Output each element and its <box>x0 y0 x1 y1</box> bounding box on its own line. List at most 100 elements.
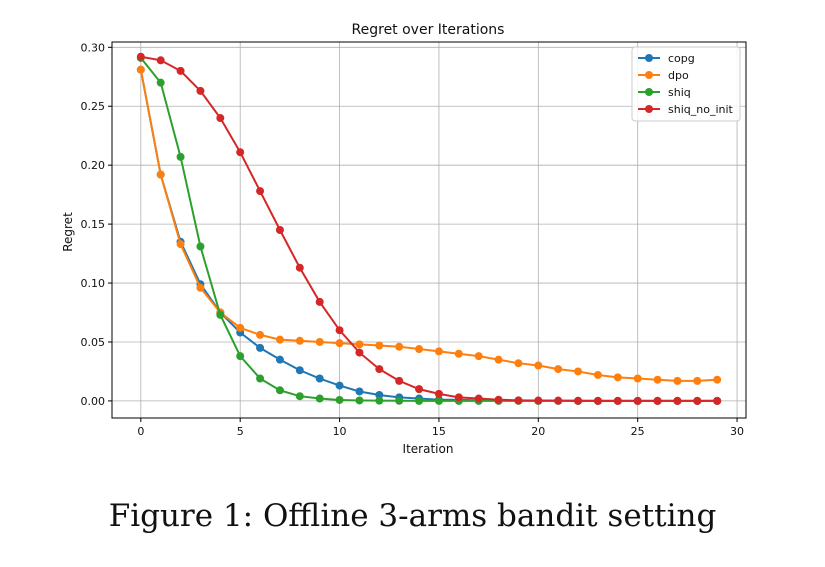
data-point-shiq <box>355 396 364 405</box>
data-point-shiq_no_init <box>295 263 304 272</box>
data-point-dpo <box>673 376 682 385</box>
data-point-shiq <box>375 396 384 405</box>
x-tick-label: 20 <box>531 425 545 438</box>
y-tick-label: 0.05 <box>81 336 106 349</box>
x-tick-label: 0 <box>137 425 144 438</box>
x-tick-label: 15 <box>432 425 446 438</box>
legend-label-shiq_no_init: shiq_no_init <box>668 103 734 116</box>
data-point-dpo <box>136 65 145 74</box>
series-layer <box>136 52 722 405</box>
legend-marker-shiq <box>645 88 653 96</box>
data-point-shiq_no_init <box>454 393 463 402</box>
data-point-dpo <box>693 376 702 385</box>
data-point-shiq_no_init <box>713 396 722 405</box>
data-point-shiq_no_init <box>315 297 324 306</box>
data-point-shiq_no_init <box>176 66 185 75</box>
data-point-shiq <box>295 392 304 401</box>
data-point-shiq_no_init <box>434 389 443 398</box>
legend-label-shiq: shiq <box>668 86 691 99</box>
data-point-shiq_no_init <box>236 148 245 157</box>
data-point-dpo <box>713 375 722 384</box>
y-tick-label: 0.00 <box>81 395 106 408</box>
legend-label-dpo: dpo <box>668 69 689 82</box>
data-point-copg <box>295 366 304 375</box>
data-point-shiq <box>434 396 443 405</box>
data-point-dpo <box>613 373 622 382</box>
data-point-copg <box>315 374 324 383</box>
plot-area <box>111 41 747 419</box>
data-point-shiq_no_init <box>593 396 602 405</box>
data-point-shiq_no_init <box>415 385 424 394</box>
y-tick-label: 0.15 <box>81 218 106 231</box>
data-point-shiq_no_init <box>196 86 205 95</box>
data-point-shiq <box>196 242 205 251</box>
data-point-dpo <box>256 330 265 339</box>
data-point-shiq <box>216 310 225 319</box>
x-axis-label: Iteration <box>403 442 454 456</box>
legend: copg dpo shiq shiq_no_init <box>631 46 741 122</box>
data-point-dpo <box>295 336 304 345</box>
chart: Regret over Iterations 0 5 10 15 20 25 300.000… <box>61 22 747 456</box>
data-point-shiq_no_init <box>335 326 344 335</box>
data-point-shiq_no_init <box>156 56 165 65</box>
data-point-shiq <box>315 394 324 403</box>
data-point-dpo <box>574 367 583 376</box>
x-tick-label: 10 <box>333 425 347 438</box>
data-point-dpo <box>514 359 523 368</box>
data-point-dpo <box>554 365 563 374</box>
data-point-dpo <box>335 339 344 348</box>
y-axis-label: Regret <box>61 212 75 252</box>
legend-marker-copg <box>645 54 653 62</box>
figure-caption: Figure 1: Offline 3-arms bandit setting <box>108 498 717 534</box>
data-point-dpo <box>593 370 602 379</box>
data-point-shiq_no_init <box>633 396 642 405</box>
data-point-copg <box>275 355 284 364</box>
data-point-shiq <box>236 352 245 361</box>
data-point-shiq <box>256 374 265 383</box>
data-point-copg <box>256 343 265 352</box>
legend-label-copg: copg <box>668 52 695 65</box>
data-point-shiq_no_init <box>395 376 404 385</box>
data-point-dpo <box>236 323 245 332</box>
y-tick-label: 0.20 <box>81 159 106 172</box>
data-point-shiq_no_init <box>534 396 543 405</box>
tick-layer: 0 5 10 15 20 25 30 0.00 0.05 0.10 0.15 0.20 0.25 0.30 <box>81 41 745 438</box>
y-tick-label: 0.25 <box>81 100 106 113</box>
data-point-copg <box>355 387 364 396</box>
data-point-dpo <box>315 337 324 346</box>
x-tick-label: 25 <box>631 425 645 438</box>
data-point-dpo <box>275 335 284 344</box>
series-dpo <box>136 65 722 385</box>
data-point-shiq <box>335 395 344 404</box>
chart-title: Regret over Iterations <box>352 22 505 38</box>
data-point-shiq_no_init <box>673 396 682 405</box>
data-point-dpo <box>176 240 185 249</box>
data-point-shiq_no_init <box>256 187 265 196</box>
y-tick-label: 0.10 <box>81 277 106 290</box>
data-point-shiq_no_init <box>375 365 384 374</box>
x-tick-label: 5 <box>237 425 244 438</box>
data-point-shiq_no_init <box>574 396 583 405</box>
data-point-shiq_no_init <box>613 396 622 405</box>
y-tick-label: 0.30 <box>81 41 106 54</box>
data-point-shiq_no_init <box>653 396 662 405</box>
series-line-dpo <box>139 69 718 382</box>
data-point-dpo <box>395 342 404 351</box>
data-point-dpo <box>196 283 205 292</box>
data-point-shiq_no_init <box>474 394 483 403</box>
data-point-shiq <box>275 386 284 395</box>
data-point-shiq_no_init <box>693 396 702 405</box>
data-point-copg <box>335 381 344 390</box>
data-point-copg <box>375 391 384 400</box>
data-point-shiq <box>395 396 404 405</box>
data-point-dpo <box>534 361 543 370</box>
x-tick-label: 30 <box>730 425 744 438</box>
data-point-dpo <box>156 170 165 179</box>
data-point-dpo <box>375 341 384 350</box>
data-point-shiq <box>176 152 185 161</box>
legend-marker-shiq_no_init <box>645 105 653 113</box>
data-point-shiq_no_init <box>494 395 503 404</box>
data-point-shiq_no_init <box>275 226 284 234</box>
series-shiq_no_init <box>136 52 722 405</box>
legend-marker-dpo <box>645 71 653 79</box>
